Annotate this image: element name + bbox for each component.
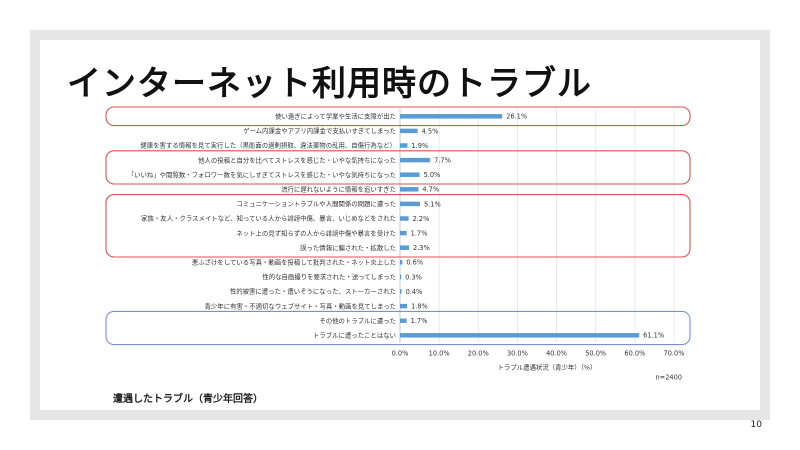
sample-size-label: n=2400	[656, 374, 683, 382]
category-label: 悪ふざけをしている写真・動画を投稿して批判された・ネット炎上した	[192, 258, 396, 267]
category-label: トラブルに遭ったことはない	[313, 331, 396, 340]
data-label: 4.7%	[422, 186, 439, 194]
bar	[400, 318, 407, 323]
data-label: 2.2%	[413, 215, 430, 223]
bar	[400, 333, 640, 338]
data-label: 4.5%	[422, 127, 439, 135]
bar	[400, 230, 407, 236]
page-number: 10	[750, 420, 762, 430]
x-axis-title: トラブル遭遇状況（青少年）（%）	[498, 363, 597, 372]
data-label: 5.1%	[424, 200, 441, 208]
data-label: 1.7%	[411, 230, 428, 238]
data-label: 2.3%	[413, 244, 430, 252]
highlight-box	[105, 106, 691, 127]
bar	[400, 216, 409, 221]
category-label: 誤った情報に騙された・拡散した	[300, 243, 396, 252]
chart-caption: 遭遇したトラブル（青少年回答）	[113, 394, 263, 405]
data-label: 1.9%	[411, 142, 428, 150]
bar	[400, 201, 420, 207]
category-label: ネット上の見ず知らずの人から誹謗中傷や暴言を受けた	[236, 228, 396, 237]
data-label: 26.1%	[506, 113, 527, 121]
bar	[400, 289, 402, 294]
category-label: コミュニケーショントラブルや人間関係の問題に遭った	[236, 199, 396, 208]
category-label: その他のトラブルに遭った	[319, 316, 396, 325]
data-label: 7.7%	[434, 157, 451, 165]
bar	[400, 128, 418, 134]
bar	[400, 114, 503, 119]
highlight-box	[105, 194, 691, 258]
category-label: ゲーム内課金やアプリ内課金で支払いすぎてしまった	[243, 126, 396, 135]
x-tick-label: 50.0%	[585, 350, 606, 358]
data-label: 0.4%	[406, 288, 423, 296]
bar	[400, 260, 403, 265]
category-label: 「いいね」や閲覧数・フォロワー数を気にしすぎてストレスを感じた・いやな気持ちにな…	[128, 170, 396, 179]
category-label: 流行に遅れないように情報を追いすぎた	[281, 185, 396, 194]
bar	[400, 274, 402, 280]
category-label: 性的な自画撮りを要求された・送ってしまった	[262, 272, 396, 281]
data-label: 0.6%	[406, 259, 423, 267]
bar	[400, 172, 420, 177]
x-tick-label: 20.0%	[468, 350, 489, 358]
slide-title: インターネット利用時のトラブル	[67, 64, 592, 104]
data-label: 1.7%	[411, 317, 428, 325]
bar	[400, 245, 410, 250]
x-tick-label: 30.0%	[507, 350, 528, 358]
bar	[400, 187, 419, 192]
category-label: 家族・友人・クラスメイトなど、知っている人から誹謗中傷、暴言、いじめなどをされた	[141, 214, 396, 223]
x-tick-label: 70.0%	[664, 350, 685, 358]
x-tick-label: 40.0%	[546, 350, 567, 358]
bar	[400, 303, 408, 309]
category-label: 使い過ぎによって学業や生活に支障が出た	[275, 112, 396, 121]
highlight-box	[105, 310, 691, 346]
highlight-box	[105, 150, 691, 185]
data-label: 0.3%	[405, 273, 422, 281]
category-label: 他人の投稿と自分を比べてストレスを感じた・いやな気持ちになった	[198, 155, 396, 164]
x-tick-label: 10.0%	[429, 350, 450, 358]
bar	[400, 157, 431, 163]
x-tick-label: 0.0%	[392, 350, 409, 358]
category-label: 青少年に有害・不適切なウェブサイト・写真・動画を見てしまった	[205, 301, 396, 310]
category-label: 健康を害する情報を見て実行した（黒彫面の過剰摂取、違法薬物の乱用、自傷行為など）	[140, 141, 396, 150]
data-label: 61.1%	[643, 332, 664, 340]
data-label: 5.0%	[424, 171, 441, 179]
category-label: 性的被害に遭った・遭いそうになった、ストーカーされた	[230, 287, 396, 296]
data-label: 1.8%	[411, 303, 428, 311]
bar	[400, 143, 408, 148]
x-tick-label: 60.0%	[624, 350, 645, 358]
